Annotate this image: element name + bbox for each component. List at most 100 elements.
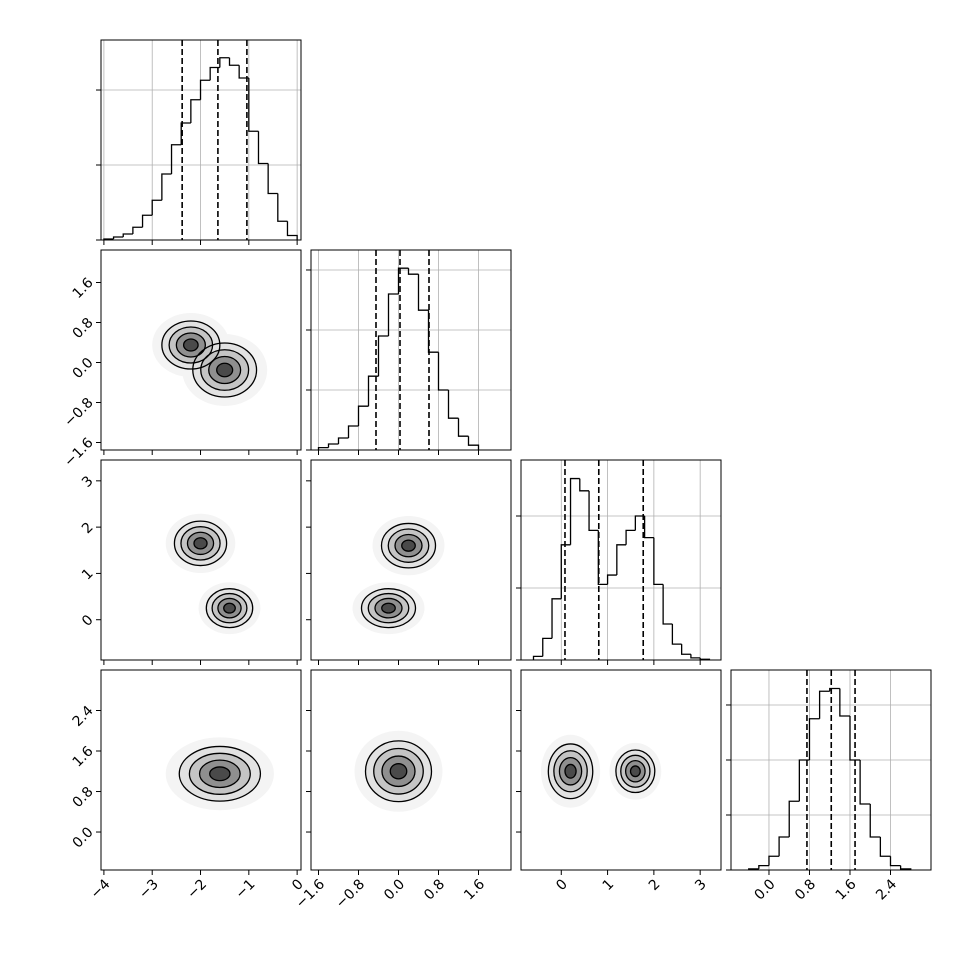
histogram-bar	[248, 78, 259, 132]
histogram-bar	[170, 144, 182, 175]
contour	[629, 765, 641, 778]
histogram-bar	[317, 446, 329, 450]
histogram-bar	[818, 690, 830, 719]
contour	[553, 750, 588, 793]
contour	[389, 763, 408, 780]
panel	[96, 39, 302, 245]
contour	[186, 531, 215, 556]
histogram-bar	[788, 800, 800, 837]
histogram-bar	[778, 836, 790, 857]
histogram-bar	[112, 236, 124, 240]
histogram-bar	[347, 425, 359, 438]
panel	[306, 249, 512, 455]
contour	[173, 520, 228, 567]
contour	[615, 749, 656, 794]
histogram-bar	[588, 490, 599, 532]
contour	[182, 338, 199, 352]
histogram-bar	[209, 66, 220, 81]
histogram-bar	[132, 226, 143, 235]
panel	[516, 459, 722, 665]
axes-frame	[520, 459, 722, 661]
contour	[198, 759, 241, 789]
histogram-bar	[377, 335, 389, 377]
histogram-bar	[680, 644, 691, 655]
contour	[564, 763, 577, 779]
histogram-bar	[849, 715, 861, 761]
contour	[360, 588, 417, 629]
axes-frame	[310, 249, 512, 451]
contour	[223, 602, 236, 614]
histogram-bar	[579, 478, 590, 492]
density	[354, 730, 443, 812]
contour	[205, 588, 254, 629]
contour	[180, 526, 221, 561]
contour	[178, 745, 262, 802]
histogram-bar	[768, 855, 780, 866]
histogram-bar	[560, 544, 571, 599]
contour	[367, 592, 410, 624]
histogram-bar	[437, 352, 449, 391]
histogram-bar	[829, 687, 840, 692]
histogram-bar	[542, 637, 553, 657]
histogram-bar	[798, 759, 810, 802]
density-level	[209, 766, 230, 781]
density	[540, 734, 662, 808]
histogram-bar	[899, 865, 912, 870]
histogram-bar	[869, 803, 881, 838]
histogram-bar	[625, 529, 636, 545]
histogram-bar	[407, 268, 419, 275]
density-level	[183, 339, 199, 351]
axes-frame	[310, 459, 512, 661]
histogram-bar	[228, 57, 240, 66]
contour	[387, 528, 430, 563]
contour	[380, 522, 437, 569]
histogram-bar	[643, 516, 654, 539]
histogram-bar	[532, 655, 543, 660]
density-level	[193, 537, 208, 549]
axes-frame	[520, 669, 722, 871]
histogram-bar	[634, 515, 645, 531]
histogram-bar	[180, 122, 191, 145]
histogram-bar	[808, 718, 820, 760]
contour	[193, 537, 208, 550]
histogram-bar	[457, 418, 469, 437]
histogram-bar	[467, 436, 480, 450]
density-level	[381, 603, 396, 614]
histogram-bar	[606, 574, 617, 585]
contour	[381, 755, 416, 788]
contour	[217, 597, 242, 619]
histogram-bar	[357, 405, 369, 426]
density-level	[223, 603, 236, 614]
histogram-bar	[397, 267, 409, 294]
contour	[401, 539, 416, 552]
density	[165, 513, 261, 635]
histogram-bar	[238, 65, 249, 79]
histogram-bar	[327, 443, 339, 448]
contour	[168, 326, 214, 364]
histogram-bar	[367, 375, 379, 407]
contour	[192, 342, 258, 398]
histogram-bar	[141, 214, 153, 228]
contour	[200, 349, 250, 391]
histogram-bar	[690, 654, 701, 659]
contour	[211, 592, 248, 624]
histogram-bar	[161, 173, 172, 201]
histogram-bar	[859, 759, 871, 805]
contour	[208, 355, 242, 385]
contour	[216, 362, 234, 378]
contour	[547, 743, 594, 800]
contour	[364, 740, 433, 803]
histogram-bar	[597, 530, 608, 586]
density-level	[401, 540, 416, 552]
histogram-bar	[151, 199, 162, 216]
contour	[558, 756, 583, 786]
histogram-bar	[286, 221, 298, 240]
density-level	[564, 764, 577, 779]
contour	[381, 602, 396, 614]
density-level	[216, 363, 233, 377]
histogram-bar	[219, 57, 230, 68]
histogram-bar	[417, 274, 429, 311]
